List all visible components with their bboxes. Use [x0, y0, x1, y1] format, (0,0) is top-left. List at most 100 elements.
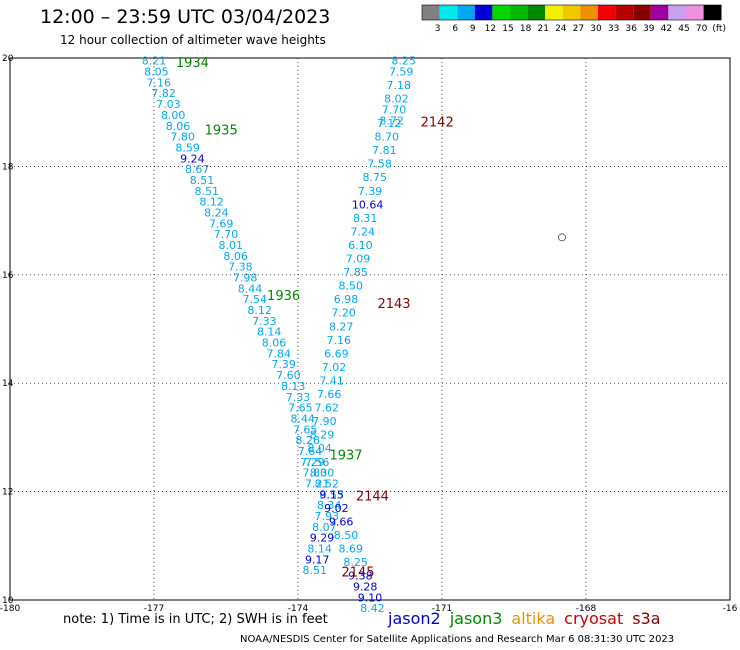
color-swatch — [457, 5, 475, 20]
color-bar-label: 6 — [452, 24, 458, 34]
wave-height-label: 8.05 — [144, 66, 169, 79]
wave-height-label: 8.26 — [295, 434, 320, 447]
wave-height-label: 7.85 — [343, 266, 368, 279]
wave-height-label: 8.44 — [291, 412, 316, 425]
color-bar-label: (ft) — [712, 24, 726, 34]
wave-height-label: 7.29 — [300, 456, 325, 469]
color-bar-label: 15 — [502, 24, 513, 34]
wave-height-label: 8.27 — [329, 320, 354, 333]
wave-height-label: 7.12 — [377, 117, 402, 130]
wave-height-label: 9.15 — [319, 488, 344, 501]
x-tick-label: -177 — [144, 604, 164, 614]
wave-height-label: 8.59 — [175, 141, 200, 154]
x-tick-label: -174 — [288, 604, 309, 614]
wave-height-label: 9.28 — [353, 580, 378, 593]
color-bar-label: 27 — [573, 24, 584, 34]
wave-height-label: 7.03 — [156, 98, 181, 111]
color-swatch — [510, 5, 528, 20]
y-tick-label: 14 — [2, 379, 14, 389]
wave-height-label: 9.66 — [329, 515, 354, 528]
wave-height-label: 7.82 — [151, 87, 176, 100]
location-marker: ○ — [558, 232, 567, 243]
wave-height-label: 8.50 — [334, 529, 359, 542]
color-bar-label: 9 — [470, 24, 476, 34]
wave-height-label: 8.34 — [317, 499, 342, 512]
wave-height-label: 9.38 — [348, 570, 373, 583]
wave-height-label: 8.70 — [375, 131, 400, 144]
wave-height-label: 8.53 — [319, 488, 344, 501]
color-bar-label: 70 — [696, 24, 708, 34]
pass-time-label: 2142 — [421, 115, 454, 130]
chart-subtitle: 12 hour collection of altimeter wave hei… — [60, 33, 326, 47]
wave-height-label: 8.25 — [343, 556, 368, 569]
wave-height-label: 7.65 — [288, 402, 313, 415]
wave-height-label: 7.56 — [305, 456, 330, 469]
wave-height-label: 8.51 — [190, 174, 215, 187]
wave-height-label: 8.01 — [219, 239, 244, 252]
wave-height-label: 8.12 — [199, 196, 224, 209]
wave-height-label: 7.70 — [214, 228, 239, 241]
wave-height-label: 7.70 — [382, 103, 407, 116]
wave-height-label: 8.51 — [195, 185, 220, 198]
wave-height-label: 7.62 — [315, 402, 340, 415]
wave-height-label: 8.02 — [384, 93, 409, 106]
satellite-legend-item: cryosat — [564, 609, 624, 628]
wave-height-label: 8.06 — [223, 250, 248, 263]
color-swatch — [492, 5, 510, 20]
wave-height-label: 7.24 — [351, 225, 376, 238]
pass-time-label: 1935 — [205, 124, 238, 139]
wave-height-label: 7.54 — [243, 293, 268, 306]
satellite-legend: jason2 jason3 altika cryosat s3a — [388, 609, 670, 628]
wave-height-label: 7.18 — [387, 79, 412, 92]
color-bar-label: 45 — [678, 24, 689, 34]
color-bar-label: 33 — [608, 24, 619, 34]
wave-height-label: 7.90 — [312, 415, 337, 428]
wave-height-label: 8.06 — [166, 120, 191, 133]
pass-time-label: 1934 — [176, 56, 209, 71]
wave-height-label: 9.24 — [180, 152, 205, 165]
wave-height-label: 9.29 — [310, 532, 335, 545]
wave-height-label: 7.39 — [271, 358, 296, 371]
color-swatch — [598, 5, 616, 20]
wave-height-label: 6.10 — [348, 239, 373, 252]
satellite-legend-item: jason3 — [449, 609, 503, 628]
pass-time-label: 2144 — [356, 489, 389, 504]
wave-height-label: 10.64 — [352, 198, 384, 211]
wave-height-label: 6.98 — [334, 293, 359, 306]
x-tick-label: -16 — [723, 604, 738, 614]
wave-height-label: 7.33 — [286, 391, 311, 404]
wave-height-label: 8.13 — [281, 380, 306, 393]
x-tick-label: -168 — [576, 604, 597, 614]
color-bar-label: 12 — [485, 24, 496, 34]
wave-height-label: 7.21 — [305, 477, 330, 490]
satellite-legend-item: jason2 — [388, 609, 441, 628]
color-swatch — [580, 5, 598, 20]
wave-height-label: 8.04 — [307, 442, 332, 455]
x-tick-label: -171 — [432, 604, 452, 614]
y-tick-label: 12 — [2, 488, 13, 498]
wave-height-label: 8.50 — [339, 280, 364, 293]
wave-height-label: 7.80 — [303, 467, 328, 480]
color-scale-legend: 3 6 9 12 15 18 21 24 27 30 33 36 39 42 45 70 (ft) — [421, 4, 726, 34]
wave-height-label: 7.80 — [171, 131, 196, 144]
wave-height-label: 7.98 — [233, 272, 258, 285]
wave-height-label: 7.84 — [267, 347, 292, 360]
color-bar-label: 36 — [625, 24, 637, 34]
color-swatch — [562, 5, 581, 20]
pass-time-label: 2143 — [377, 297, 410, 312]
wave-height-label: 7.38 — [228, 261, 253, 274]
wave-height-label: 8.52 — [315, 477, 340, 490]
wave-height-label: 8.24 — [204, 206, 229, 219]
source-credit: NOAA/NESDIS Center for Satellite Applica… — [240, 634, 675, 645]
color-bar-label: 30 — [590, 24, 602, 34]
wave-height-label: 8.07 — [312, 521, 337, 534]
wave-height-label: 8.51 — [303, 564, 328, 577]
color-swatch — [650, 5, 669, 20]
color-bar-label: 21 — [537, 24, 548, 34]
pass-time-label: 1936 — [267, 289, 300, 304]
pass-time-label: 1937 — [329, 449, 362, 464]
wave-height-label: 7.39 — [358, 185, 383, 198]
wave-height-label: 8.75 — [363, 171, 388, 184]
